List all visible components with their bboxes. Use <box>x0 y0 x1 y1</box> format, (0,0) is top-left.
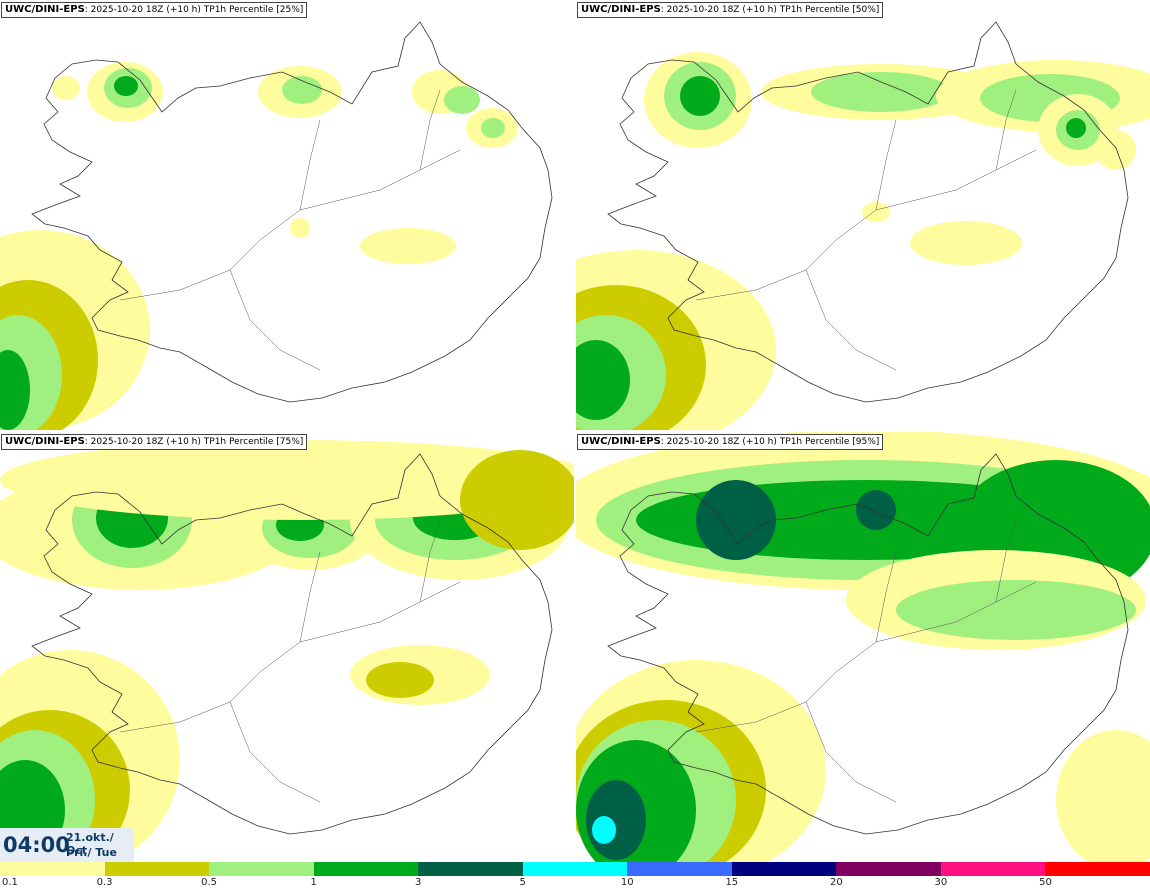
road-network <box>695 89 1037 371</box>
precipitation-area <box>114 76 138 96</box>
road-network <box>119 521 461 803</box>
colorbar-label: 10 <box>620 877 634 888</box>
map-canvas <box>0 21 553 430</box>
colorbar-label: 5 <box>519 877 526 888</box>
model-name: UWC/DINI-EPS <box>581 436 661 447</box>
colorbar-label: 30 <box>934 877 948 888</box>
field-name: TP1h Percentile [25%] <box>203 5 304 15</box>
precipitation-area <box>862 202 890 222</box>
model-name: UWC/DINI-EPS <box>5 436 85 447</box>
colorbar-swatch <box>522 862 629 876</box>
panel-title: UWC/DINI-EPS: 2025-10-20 18Z (+10 h) TP1… <box>1 434 308 450</box>
run-time: 2025-10-20 18Z (+10 h) <box>90 437 201 447</box>
precipitation-area <box>366 662 434 698</box>
map-panel-p75: UWC/DINI-EPS: 2025-10-20 18Z (+10 h) TP1… <box>0 432 574 862</box>
run-time: 2025-10-20 18Z (+10 h) <box>666 5 777 15</box>
map-canvas <box>0 440 574 862</box>
colorbar-swatch <box>627 862 733 876</box>
precipitation-area <box>1066 118 1086 138</box>
panel-title: UWC/DINI-EPS: 2025-10-20 18Z (+10 h) TP1… <box>577 434 884 450</box>
model-name: UWC/DINI-EPS <box>581 4 661 15</box>
colorbar-swatch <box>940 862 1047 876</box>
iceland-coastline <box>607 453 1129 835</box>
panel-divider-horizontal <box>0 430 1150 432</box>
colorbar-swatch <box>731 862 838 876</box>
field-name: TP1h Percentile [50%] <box>779 5 880 15</box>
colorbar-swatch <box>0 862 106 876</box>
model-name: UWC/DINI-EPS <box>5 4 85 15</box>
colorbar-swatch <box>836 862 942 876</box>
panel-title: UWC/DINI-EPS: 2025-10-20 18Z (+10 h) TP1… <box>1 2 308 18</box>
precipitation-area <box>444 86 480 114</box>
valid-date: 21.okt./ Oct <box>66 831 114 857</box>
road-network <box>119 89 461 371</box>
iceland-coastline <box>31 21 553 403</box>
colorbar-swatch <box>313 862 420 876</box>
iceland-coastline <box>31 453 553 835</box>
colorbar-label: 0.3 <box>96 877 113 888</box>
colorbar-label: 50 <box>1039 877 1052 888</box>
precipitation-area <box>481 118 505 138</box>
valid-clock: 04:00 <box>3 833 70 857</box>
colorbar-swatch <box>209 862 315 876</box>
map-panel-p25: UWC/DINI-EPS: 2025-10-20 18Z (+10 h) TP1… <box>0 0 574 430</box>
precipitation-area <box>586 780 646 860</box>
colorbar-swatch <box>418 862 524 876</box>
map-panel-p50: UWC/DINI-EPS: 2025-10-20 18Z (+10 h) TP1… <box>576 0 1150 430</box>
precipitation-area <box>896 580 1136 640</box>
precipitation-area <box>1096 130 1136 170</box>
precipitation-area <box>1056 730 1150 862</box>
precipitation-area <box>680 76 720 116</box>
colorbar-label: 15 <box>725 877 739 888</box>
precipitation-area <box>811 72 951 112</box>
precipitation-area <box>0 350 30 430</box>
road-network <box>695 521 1037 803</box>
colorbar-label: 20 <box>829 877 843 888</box>
map-canvas <box>576 432 1150 862</box>
field-name: TP1h Percentile [95%] <box>779 437 880 447</box>
colorbar-swatch <box>1045 862 1150 876</box>
precipitation-area <box>52 76 80 100</box>
map-canvas <box>576 21 1150 430</box>
field-name: TP1h Percentile [75%] <box>203 437 304 447</box>
precipitation-area <box>360 228 456 264</box>
precipitation-area <box>282 76 322 104</box>
precipitation-area <box>592 816 616 844</box>
precipitation-area <box>696 480 776 560</box>
colorbar-label: 1 <box>310 877 317 888</box>
colorbar-swatch <box>104 862 211 876</box>
valid-time-box: 04:00 21.okt./ Oct Þri./ Tue <box>0 828 134 862</box>
run-time: 2025-10-20 18Z (+10 h) <box>666 437 777 447</box>
valid-day: Þri./ Tue <box>66 846 117 859</box>
precipitation-area <box>0 440 574 520</box>
map-panel-p95: UWC/DINI-EPS: 2025-10-20 18Z (+10 h) TP1… <box>576 432 1150 862</box>
colorbar-label: 0.5 <box>201 877 218 888</box>
precipitation-area <box>910 221 1022 265</box>
precipitation-area <box>856 490 896 530</box>
iceland-coastline <box>607 21 1129 403</box>
run-time: 2025-10-20 18Z (+10 h) <box>90 5 201 15</box>
precipitation-colorbar: 0.1 0.3 0.5 1 3 5 10 15 20 30 50 <box>0 862 1150 891</box>
panel-title: UWC/DINI-EPS: 2025-10-20 18Z (+10 h) TP1… <box>577 2 884 18</box>
precipitation-area <box>460 450 574 550</box>
precipitation-area <box>290 218 310 238</box>
precipitation-area <box>576 340 630 420</box>
colorbar-label: 0.1 <box>2 877 18 888</box>
colorbar-label: 3 <box>414 877 422 888</box>
